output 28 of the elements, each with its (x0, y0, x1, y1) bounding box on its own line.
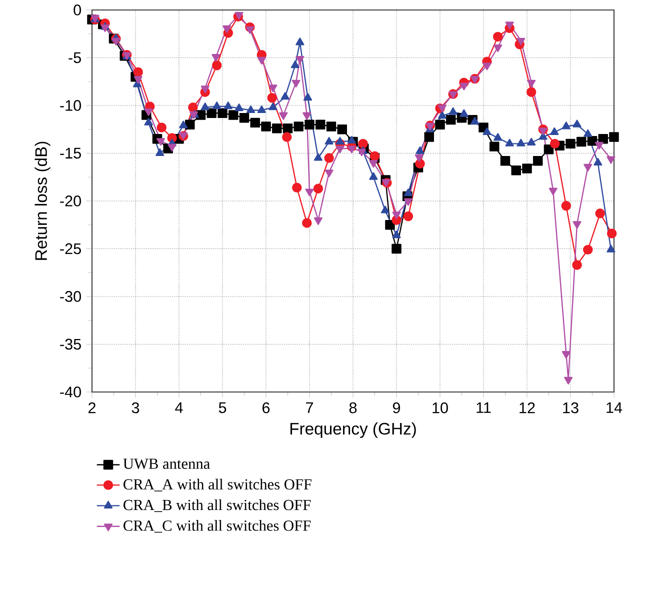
x-tick-label: 7 (306, 402, 313, 413)
x-tick-label: 8 (349, 402, 357, 414)
x-tick-label: 9 (392, 402, 400, 414)
y-axis-title: Return loss (dB) (34, 142, 50, 260)
legend-label: CRA_A with all switches OFF (124, 478, 312, 492)
y-tick-label: 0 (74, 4, 81, 16)
x-axis-title: Frequency (GHz) (290, 422, 416, 438)
x-tick-label: 14 (606, 402, 622, 413)
x-tick-label: 6 (262, 402, 270, 414)
y-tick-label: -35 (60, 338, 81, 350)
y-tick-label: -5 (68, 52, 81, 64)
x-tick-label: 3 (132, 402, 140, 414)
x-tick-label: 10 (432, 402, 448, 414)
x-tick-label: 4 (175, 402, 183, 413)
legend-label: CRA_C with all switches OFF (124, 520, 311, 533)
y-tick-label: -40 (60, 386, 81, 398)
x-tick-label: 5 (218, 402, 226, 414)
x-tick-label: 11 (476, 402, 491, 413)
x-tick-label: 12 (520, 402, 535, 414)
y-tick-label: -25 (60, 243, 81, 254)
x-tick-label: 13 (563, 402, 578, 414)
y-tick-label: -10 (60, 100, 81, 111)
x-tick-label: 2 (88, 402, 96, 414)
y-tick-label: -20 (60, 196, 81, 206)
legend-label: CRA_B with all switches OFF (124, 499, 311, 512)
y-tick-label: -15 (60, 148, 81, 159)
y-tick-label: -30 (60, 291, 81, 302)
legend-label: UWB antenna (123, 458, 210, 469)
